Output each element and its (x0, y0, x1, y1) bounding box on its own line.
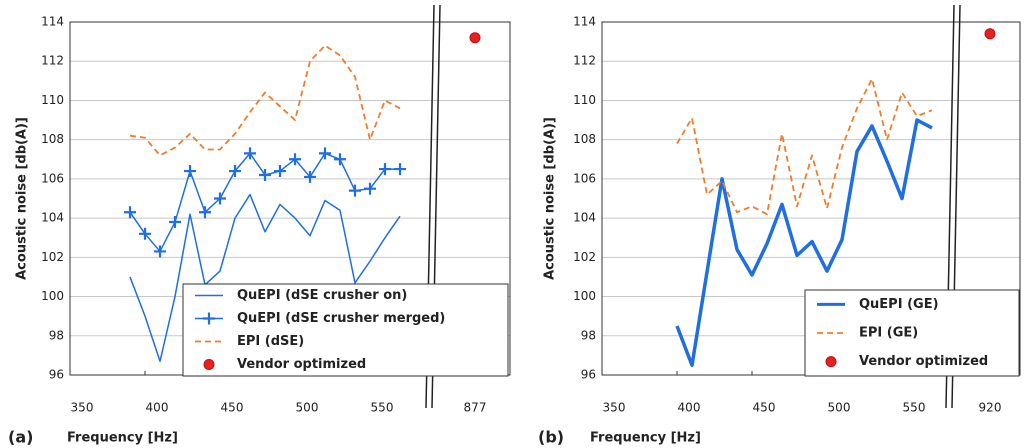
y-tick-label: 96 (581, 368, 596, 382)
y-tick-label: 96 (49, 368, 64, 382)
plus-marker (379, 163, 391, 176)
y-tick-label: 102 (41, 250, 64, 264)
plus-marker (304, 170, 316, 183)
legend-swatch (203, 312, 215, 325)
plus-marker (364, 182, 376, 195)
x-tick-label: 500 (296, 401, 319, 415)
y-tick-label: 108 (573, 132, 596, 146)
series-line (129, 44, 401, 157)
y-tick-label: 112 (41, 54, 64, 68)
plus-marker (394, 163, 406, 176)
plus-marker (169, 216, 181, 229)
plus-marker (319, 147, 331, 160)
x-axis-label: Frequency [Hz] (590, 431, 701, 446)
legend-label: QuEPI (GE) (859, 297, 939, 312)
legend-label: QuEPI (dSE crusher on) (237, 288, 407, 303)
x-axis-label: Frequency [Hz] (67, 431, 178, 446)
plus-marker (214, 192, 226, 205)
series-line (675, 118, 933, 367)
x-tick-label: 450 (753, 401, 776, 415)
legend-label: Vendor optimized (859, 354, 988, 369)
y-tick-label: 98 (581, 328, 596, 342)
y-tick-label: 106 (41, 171, 64, 185)
plus-marker (274, 165, 286, 178)
y-tick-label: 106 (573, 171, 596, 185)
plus-marker (124, 206, 136, 219)
legend-label: EPI (dSE) (237, 334, 304, 349)
x-tick-label: 550 (371, 401, 394, 415)
series-line (676, 77, 933, 216)
legend-box (182, 283, 509, 377)
x-tick-label: 877 (464, 401, 487, 415)
x-tick-label: 400 (146, 401, 169, 415)
y-axis-label: Acoustic noise [db(A)] (15, 117, 30, 280)
panel-label: (a) (8, 428, 33, 447)
y-tick-label: 110 (573, 93, 596, 107)
x-tick-label: 550 (903, 401, 926, 415)
x-tick-label: 500 (828, 401, 851, 415)
y-axis-label: Acoustic noise [db(A)] (543, 117, 558, 280)
series-line (129, 193, 401, 363)
plus-marker (259, 168, 271, 181)
series-line (129, 152, 400, 253)
plus-marker (289, 153, 301, 166)
plus-marker (244, 147, 256, 160)
plus-marker (349, 184, 361, 197)
legend-label: EPI (GE) (859, 326, 918, 341)
y-tick-label: 100 (573, 289, 596, 303)
legend-swatch (825, 356, 837, 368)
y-tick-label: 104 (41, 211, 64, 225)
plus-marker (334, 153, 346, 166)
y-tick-label: 114 (41, 15, 64, 29)
y-tick-label: 100 (41, 289, 64, 303)
plus-marker (154, 245, 166, 258)
vendor-point (469, 32, 481, 44)
plus-marker (229, 165, 241, 178)
legend-label: Vendor optimized (237, 357, 366, 372)
y-tick-label: 110 (41, 93, 64, 107)
y-tick-label: 104 (573, 211, 596, 225)
legend-swatch (203, 359, 215, 370)
y-tick-label: 102 (573, 250, 596, 264)
x-tick-label: 350 (603, 401, 626, 415)
x-tick-label: 400 (678, 401, 701, 415)
vendor-point (984, 28, 996, 40)
y-tick-label: 114 (573, 15, 596, 29)
y-tick-label: 108 (41, 132, 64, 146)
plus-marker (139, 227, 151, 240)
x-tick-label: 920 (979, 401, 1002, 415)
x-tick-label: 450 (221, 401, 244, 415)
legend-label: QuEPI (dSE crusher merged) (237, 311, 445, 326)
plus-marker (184, 165, 196, 178)
x-tick-label: 350 (71, 401, 94, 415)
y-tick-label: 112 (573, 54, 596, 68)
y-tick-label: 98 (49, 328, 64, 342)
plus-marker (199, 206, 211, 219)
panel-label: (b) (538, 428, 564, 447)
